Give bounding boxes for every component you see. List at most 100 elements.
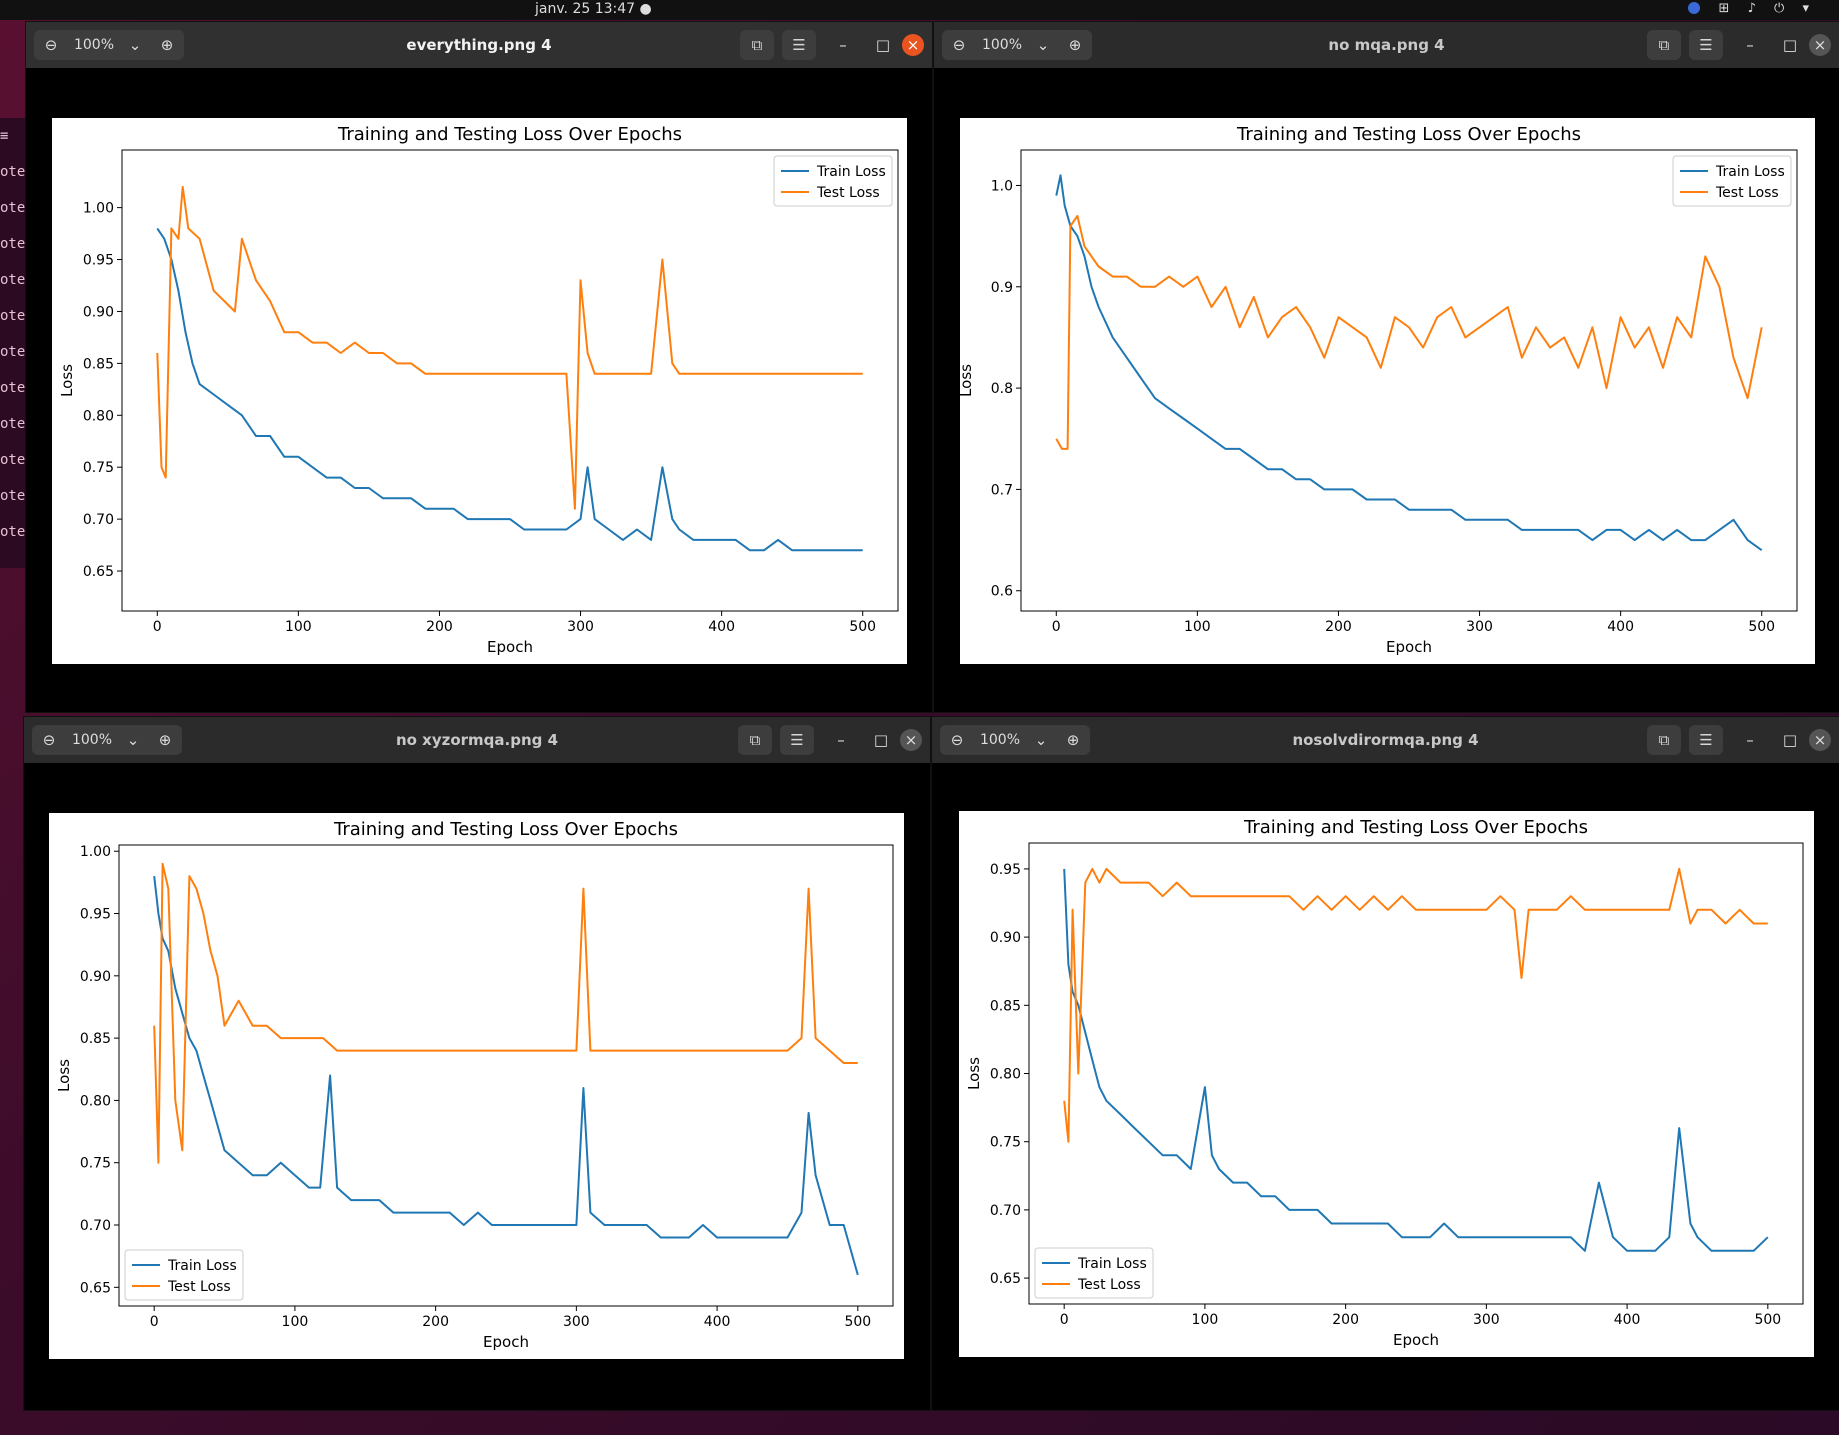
zoom-level-label[interactable]: 100% [981,37,1023,53]
legend-label: Test Loss [816,185,880,201]
chevron-down-icon[interactable]: ⌄ [1036,36,1050,54]
minimize-icon[interactable]: – [837,731,845,749]
menu-icon[interactable]: ☰ [782,30,816,60]
power-icon[interactable]: ⏻ [1774,1,1785,16]
menu-icon[interactable]: ☰ [1689,30,1723,60]
image-viewer-window[interactable]: ⊖ 100% ⌄ ⊕ everything.png 4 ⧉ ☰ – □ × Training and… [26,22,932,712]
y-tick-label: 0.70 [80,1218,111,1234]
y-tick-label: 0.95 [80,907,111,923]
y-tick-label: 0.85 [80,1031,111,1047]
test-loss-line [156,185,863,510]
x-tick-label: 200 [422,1314,449,1330]
network-icon[interactable]: ⊞ [1718,1,1730,16]
y-axis-label: Loss [58,364,76,397]
zoom-controls[interactable]: ⊖ 100% ⌄ ⊕ [34,30,184,60]
y-tick-label: 0.65 [990,1271,1021,1287]
clock[interactable]: janv. 25 13:47 ● [535,0,652,18]
chart-title: Training and Testing Loss Over Epochs [337,124,682,145]
legend: Train Loss Test Loss [1034,1247,1154,1299]
legend-label: Test Loss [1077,1277,1141,1293]
terminal-line: ote [0,236,26,252]
y-tick-label: 0.9 [991,280,1013,296]
chevron-down-icon[interactable]: ⌄ [1034,731,1048,749]
x-tick-label: 400 [704,1314,731,1330]
clock-label: janv. 25 13:47 [535,1,636,17]
loss-chart: Training and Testing Loss Over Epochs 0 10… [965,817,1804,1349]
background-terminal[interactable]: ≡ ote ote ote ote ote ote ote ote ote ot… [0,118,26,568]
y-tick-label: 1.00 [80,844,111,860]
y-axis-label: Loss [55,1059,73,1092]
y-tick-label: 0.95 [990,862,1021,878]
y-tick-label: 0.75 [80,1156,111,1172]
y-tick-label: 0.7 [991,482,1013,498]
menu-icon[interactable]: ☰ [780,725,814,755]
zoom-controls[interactable]: ⊖ 100% ⌄ ⊕ [32,725,182,755]
maximize-icon[interactable]: □ [873,731,889,749]
axes-frame [1028,842,1804,1305]
test-loss-line [153,862,858,1164]
header-bar[interactable]: ⊖ 100% ⌄ ⊕ nosolvdirormqa.png 4 ⧉ ☰ – □ × [932,717,1839,763]
x-tick-label: 400 [1607,619,1634,635]
zoom-level-label[interactable]: 100% [71,732,113,748]
close-icon[interactable]: × [1809,729,1831,751]
zoom-level-label[interactable]: 100% [979,732,1021,748]
volume-icon[interactable]: ♪ [1747,1,1756,16]
notification-dot-icon: ● [639,1,652,17]
zoom-in-icon[interactable]: ⊕ [1068,36,1082,54]
maximize-icon[interactable]: □ [875,36,891,54]
image-viewer-window[interactable]: ⊖ 100% ⌄ ⊕ no mqa.png 4 ⧉ ☰ – □ × Training and Tes… [934,22,1839,712]
x-tick-label: 0 [1060,1312,1069,1328]
terminal-line: ≡ [0,128,9,144]
x-tick-label: 300 [567,619,594,635]
y-tick-label: 0.95 [83,253,114,269]
header-bar[interactable]: ⊖ 100% ⌄ ⊕ no xyzormqa.png 4 ⧉ ☰ – □ × [24,717,930,763]
close-icon[interactable]: × [900,729,922,751]
minimize-icon[interactable]: – [1746,731,1754,749]
y-tick-label: 0.85 [990,998,1021,1014]
close-icon[interactable]: × [902,34,924,56]
x-tick-label: 500 [1748,619,1775,635]
loss-chart: Training and Testing Loss Over Epochs 0 10… [58,124,899,656]
zoom-controls[interactable]: ⊖ 100% ⌄ ⊕ [942,30,1092,60]
gallery-button[interactable]: ⧉ [738,725,772,755]
x-tick-label: 100 [285,619,312,635]
image-viewer-window[interactable]: ⊖ 100% ⌄ ⊕ no xyzormqa.png 4 ⧉ ☰ – □ × Training an… [24,717,930,1410]
y-tick-label: 0.80 [80,1093,111,1109]
zoom-out-icon[interactable]: ⊖ [42,731,56,749]
update-badge-icon[interactable] [1688,2,1701,14]
axes-frame [1020,149,1798,612]
y-tick-label: 0.70 [83,512,114,528]
plot-image: Training and Testing Loss Over Epochs 0 10… [52,118,907,664]
zoom-out-icon[interactable]: ⊖ [950,731,964,749]
gallery-button[interactable]: ⧉ [740,30,774,60]
plot-image: Training and Testing Loss Over Epochs 0 10… [959,811,1814,1357]
zoom-level-label[interactable]: 100% [73,37,115,53]
header-bar[interactable]: ⊖ 100% ⌄ ⊕ no mqa.png 4 ⧉ ☰ – □ × [934,22,1839,68]
header-bar[interactable]: ⊖ 100% ⌄ ⊕ everything.png 4 ⧉ ☰ – □ × [26,22,932,68]
x-tick-label: 100 [1192,1312,1219,1328]
zoom-in-icon[interactable]: ⊕ [160,36,174,54]
gallery-button[interactable]: ⧉ [1647,725,1681,755]
maximize-icon[interactable]: □ [1782,731,1798,749]
x-tick-label: 200 [1332,1312,1359,1328]
system-tray[interactable]: ⊞ ♪ ⏻ ▾ [1674,0,1809,18]
maximize-icon[interactable]: □ [1782,36,1798,54]
menu-icon[interactable]: ☰ [1689,725,1723,755]
terminal-line: ote [0,452,26,468]
zoom-out-icon[interactable]: ⊖ [952,36,966,54]
zoom-controls[interactable]: ⊖ 100% ⌄ ⊕ [940,725,1090,755]
y-axis-label: Loss [965,1057,983,1090]
zoom-in-icon[interactable]: ⊕ [158,731,172,749]
gallery-button[interactable]: ⧉ [1647,30,1681,60]
minimize-icon[interactable]: – [839,36,847,54]
axes-frame [118,844,894,1307]
minimize-icon[interactable]: – [1746,36,1754,54]
image-viewer-window[interactable]: ⊖ 100% ⌄ ⊕ nosolvdirormqa.png 4 ⧉ ☰ – □ × Training… [932,717,1839,1410]
y-tick-label: 0.90 [990,930,1021,946]
chevron-down-icon[interactable]: ⌄ [126,731,140,749]
chevron-down-icon[interactable]: ▾ [1802,1,1809,16]
zoom-in-icon[interactable]: ⊕ [1066,731,1080,749]
close-icon[interactable]: × [1809,34,1831,56]
chevron-down-icon[interactable]: ⌄ [128,36,142,54]
zoom-out-icon[interactable]: ⊖ [44,36,58,54]
